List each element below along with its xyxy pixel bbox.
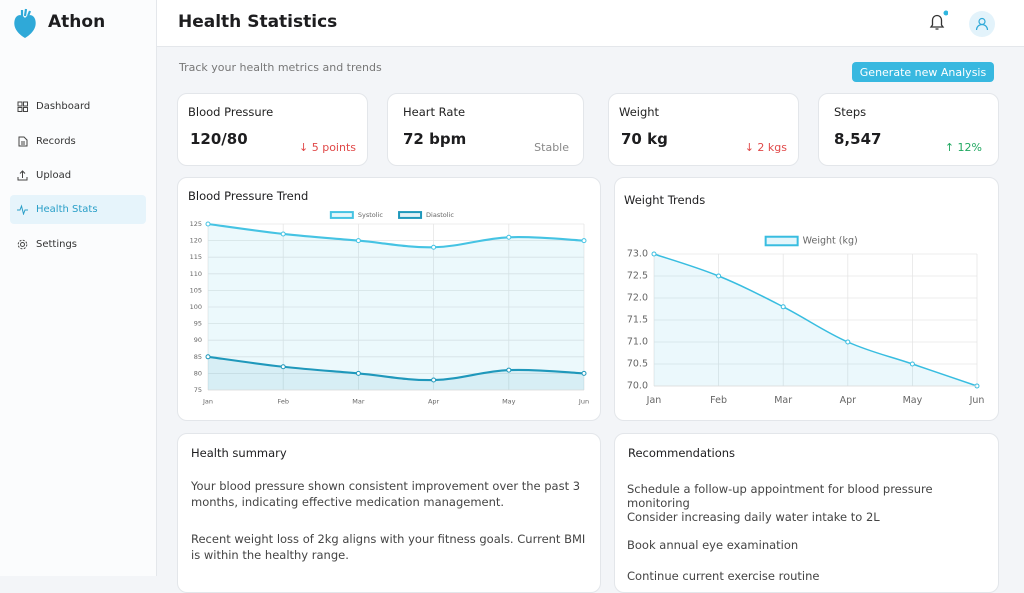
metric-value: 8,547 <box>834 130 882 148</box>
icon <box>17 170 28 181</box>
nav-label: Settings <box>36 239 78 250</box>
brand: Athon <box>48 12 106 32</box>
recommendations-card: Recommendations Schedule a follow-up app… <box>614 433 999 593</box>
nav-item[interactable]: Settings <box>10 230 146 259</box>
metric-label: Steps <box>834 105 867 119</box>
logo <box>14 8 36 38</box>
notifications[interactable] <box>926 10 948 34</box>
metric-value: 120/80 <box>190 130 248 148</box>
nav-item[interactable]: Records <box>10 127 146 156</box>
chart-card: Weight Trends <box>614 177 999 421</box>
nav-label: Records <box>36 136 76 147</box>
nav-item[interactable]: Dashboard <box>10 92 146 121</box>
sidebar <box>0 0 157 576</box>
chart-card: Blood Pressure Trend <box>177 177 601 421</box>
top-bar <box>157 0 1024 47</box>
metric-card: Weight 70 kg ↓ 2 kgs <box>608 93 799 166</box>
nav-label: Health Stats <box>36 204 98 215</box>
icon <box>18 136 28 147</box>
summary-paragraph: Recent weight loss of 2kg aligns with yo… <box>191 532 586 562</box>
subtitle: Track your health metrics and trends <box>179 61 382 74</box>
metric-label: Heart Rate <box>403 105 466 119</box>
summary-title: Health summary <box>191 446 287 460</box>
chart-title: Blood Pressure Trend <box>188 189 309 203</box>
metric-label: Blood Pressure <box>188 105 274 119</box>
metric-value: 72 bpm <box>403 130 467 148</box>
recommendation: Continue current exercise routine <box>627 569 820 583</box>
recommendation: Consider increasing daily water intake t… <box>627 510 880 524</box>
metric-change: ↓ 5 points <box>299 141 356 154</box>
icon <box>17 239 28 250</box>
nav-item[interactable]: Upload <box>10 161 146 190</box>
nav-label: Upload <box>36 170 72 181</box>
generate-button[interactable]: Generate new Analysis <box>852 62 994 82</box>
metric-card: Heart Rate 72 bpm Stable <box>387 93 584 166</box>
metric-card: Blood Pressure 120/80 ↓ 5 points <box>177 93 368 166</box>
metric-change: ↓ 2 kgs <box>744 141 787 154</box>
metric-change: Stable <box>534 141 569 154</box>
summary-paragraph: Your blood pressure shown consistent imp… <box>191 479 581 509</box>
page-title: Health Statistics <box>178 12 338 32</box>
recommendation: Book annual eye examination <box>627 538 799 552</box>
summary-card: Health summary Your blood pressure shown… <box>177 433 601 593</box>
nav-label: Dashboard <box>36 101 91 112</box>
recommendations-title: Recommendations <box>628 446 736 460</box>
icon <box>17 101 28 112</box>
metric-value: 70 kg <box>621 130 668 148</box>
profile[interactable] <box>968 10 996 38</box>
metric-change: ↑ 12% <box>944 141 982 154</box>
metric-label: Weight <box>619 105 660 119</box>
metric-card: Steps 8,547 ↑ 12% <box>818 93 999 166</box>
nav-item[interactable]: Health Stats <box>10 195 146 224</box>
icon <box>17 204 28 215</box>
recommendation: Schedule a follow-up appointment for blo… <box>627 482 933 510</box>
chart-title: Weight Trends <box>624 193 706 207</box>
